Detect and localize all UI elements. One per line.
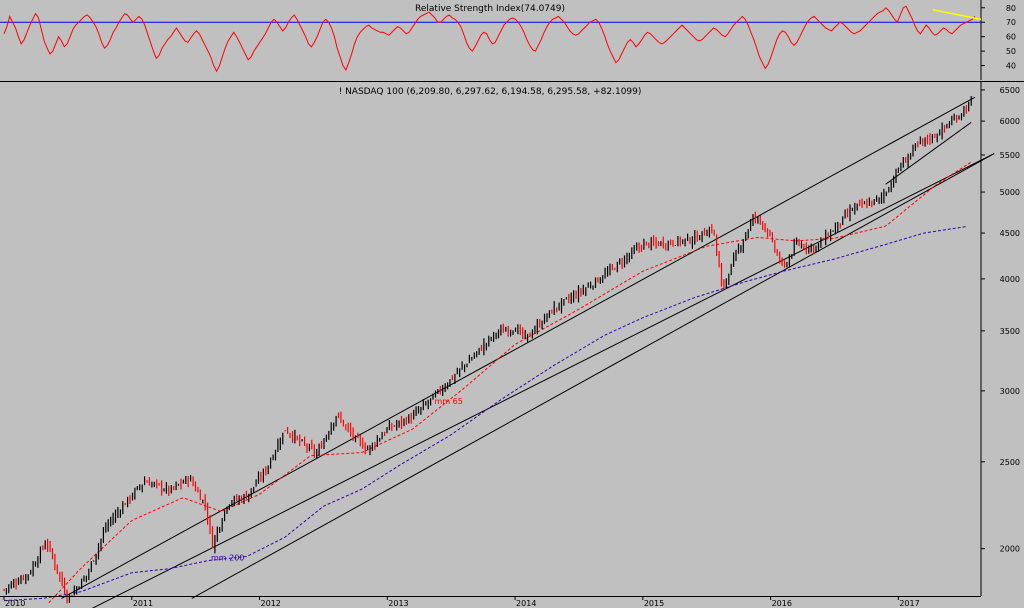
x-axis: 2010 2011 2012 2013 2014 2015 2016 2017 — [0, 596, 981, 608]
price-y-tick-label-4500: 4500 — [1000, 229, 1020, 238]
price-y-tick-label-4000: 4000 — [1000, 275, 1020, 284]
price-y-tick-label-6000: 6000 — [1000, 117, 1020, 126]
x-axis-ticks: 2010 2011 2012 2013 2014 2015 2016 2017 — [3, 596, 920, 608]
x-tick-label-2016: 2016 — [772, 599, 792, 608]
price-y-tick-label-3000: 3000 — [1000, 387, 1020, 396]
x-tick-label-2015: 2015 — [644, 599, 664, 608]
rsi-trendline — [932, 9, 982, 21]
channel-lines — [61, 96, 995, 608]
rsi-series-line — [3, 5, 976, 73]
price-candles — [3, 96, 972, 604]
rsi-plot-area — [0, 0, 981, 80]
price-y-tick-label-5500: 5500 — [1000, 151, 1020, 160]
rsi-y-tick-label-50: 50 — [1006, 47, 1016, 56]
price-annotations: mm 65 mm 200 — [211, 397, 463, 562]
price-y-tick-label-6500: 6500 — [1000, 86, 1020, 95]
x-tick-label-2014: 2014 — [516, 599, 536, 608]
price-y-axis: 2000 2500 3000 3500 4000 4500 5000 5500 6000 6500 — [981, 86, 1020, 554]
channel-line-3 — [885, 121, 972, 185]
rsi-y-axis: 40 50 60 70 80 — [981, 4, 1016, 71]
annotation-1: mm 200 — [211, 554, 244, 563]
rsi-title: Relative Strength Index(74.0749) — [415, 4, 565, 14]
ma65-line — [48, 161, 972, 604]
rsi-y-tick-label-40: 40 — [1006, 62, 1016, 71]
x-tick-label-2013: 2013 — [388, 599, 408, 608]
price-panel: ! NASDAQ 100 (6,209.80, 6,297.62, 6,194.… — [3, 82, 1020, 608]
channel-line-1 — [91, 153, 995, 608]
channel-line-2 — [191, 153, 995, 599]
rsi-y-tick-label-70: 70 — [1006, 18, 1016, 27]
x-tick-label-2011: 2011 — [133, 599, 153, 608]
x-tick-label-2017: 2017 — [899, 599, 919, 608]
x-tick-label-2010: 2010 — [5, 599, 25, 608]
rsi-y-tick-label-80: 80 — [1006, 4, 1016, 13]
ma200-line — [3, 225, 968, 602]
rsi-panel: Relative Strength Index(74.0749) 40 50 60 7… — [0, 0, 1016, 80]
price-y-tick-label-5000: 5000 — [1000, 188, 1020, 197]
x-tick-label-2012: 2012 — [261, 599, 281, 608]
price-title: ! NASDAQ 100 (6,209.80, 6,297.62, 6,194.… — [339, 87, 642, 97]
price-y-tick-label-3500: 3500 — [1000, 327, 1020, 336]
price-y-tick-label-2500: 2500 — [1000, 458, 1020, 467]
annotation-0: mm 65 — [435, 397, 463, 406]
rsi-y-tick-label-60: 60 — [1006, 33, 1016, 42]
channel-line-0 — [61, 96, 976, 599]
price-y-tick-label-2000: 2000 — [1000, 545, 1020, 554]
